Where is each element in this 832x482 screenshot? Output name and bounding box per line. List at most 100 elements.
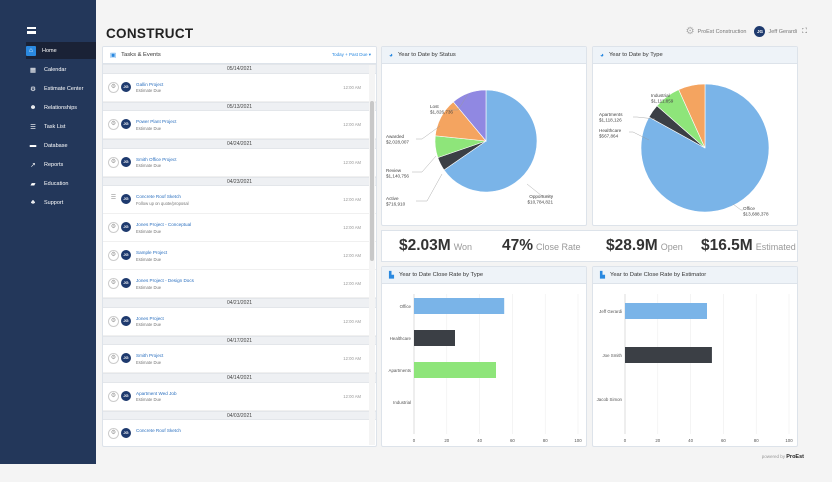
x-tick-label: 40 [477,438,482,443]
task-name-link[interactable]: Gallin Project [136,81,164,87]
tasks-panel-title: Tasks & Events [121,52,161,58]
pie-slice-office[interactable] [640,83,770,213]
task-row[interactable]: ⚙ JG Smith Office Project Estimate Due 12:00… [103,149,376,177]
pie-value-label-healthcare: $567,864 [599,134,619,139]
sidebar-item-support[interactable]: ♣ Support [26,194,96,211]
tasks-scrollbar[interactable] [369,65,375,445]
fullscreen-icon[interactable]: ⛶ [802,27,807,35]
pie-value-label-opportunity: $10,784,821 [527,200,553,205]
kpi-estimated-label: Estimated [755,242,796,252]
sidebar-item-database[interactable]: ▬ Database [26,137,96,154]
footer-powered-by: powered by ProEst [762,454,804,460]
x-tick-label: 100 [785,438,793,443]
task-row[interactable]: ⚙ JG Power Plant Project Estimate Due 12:00 … [103,111,376,139]
sidebar-item-label: Education [44,180,69,187]
sidebar-item-label: Relationships [44,104,78,111]
task-name-link[interactable]: Jones Project - Conceptual [136,222,192,227]
pie-label-line-apartments [633,116,656,120]
pie-label-lost: Lost [430,104,439,109]
list-icon: ☰ [30,123,36,131]
kpi-close-rate: 47% Close Rate [502,237,581,255]
company-name[interactable]: ProEst Construction [697,28,747,35]
sidebar-item-estimate-center[interactable]: ⚙ Estimate Center [26,80,96,97]
bar-healthcare[interactable] [414,330,455,346]
task-name-link[interactable]: Concrete Roof Sketch [136,194,181,199]
task-name-link[interactable]: Smith Office Project [136,156,177,162]
sidebar-item-education[interactable]: ▰ Education [26,175,96,192]
task-row[interactable]: ⚙ JG Gallin Project Estimate Due 12:00 AM [103,74,376,102]
task-time: 12:00 AM [343,253,361,258]
category-label-joe-smith: Joe Smith [602,353,622,358]
sidebar-item-home[interactable]: ⌂ Home [26,42,96,59]
bar-joe-smith[interactable] [625,347,712,363]
menu-icon[interactable] [27,27,36,34]
task-time: 12:00 AM [343,197,361,202]
task-row[interactable]: ⚙ JG Jones Project - Conceptual Estimate Du… [103,214,376,242]
tasks-filter-label: Today + Past Due [331,52,368,57]
sidebar-item-calendar[interactable]: ▦ Calendar [26,61,96,78]
task-row[interactable]: ⚙ JG Jones Project Estimate Due 12:00 AM [103,308,376,336]
task-row[interactable]: ⚙ JG Smith Project Estimate Due 12:00 AM [103,345,376,373]
sidebar-item-reports[interactable]: ↗ Reports [26,156,96,173]
kpi-won-label: Won [453,242,473,252]
task-row[interactable]: ⚙ JG Concrete Roof Sketch [103,420,376,446]
task-avatar: JG [121,353,131,363]
task-time: 12:00 AM [343,84,361,90]
task-time: 12:00 AM [343,159,361,165]
user-avatar[interactable]: JG [754,26,766,37]
sidebar-item-label: Support [44,199,64,206]
task-name-link[interactable]: Sample Project [136,250,168,255]
task-name-link[interactable]: Concrete Roof Sketch [136,428,181,433]
sidebar-item-label: Task List [44,123,66,130]
type-chart-header: ◕ Year to Date by Type [593,47,797,64]
x-tick-label: 20 [444,438,449,443]
task-name-link[interactable]: Jones Project - Design Docs [136,278,194,283]
task-row[interactable]: ⚙ JG Jones Project - Design Docs Estimate D… [103,270,376,298]
pie-slice-opportunity[interactable] [443,89,538,193]
pie-value-label-active: $716,910 [386,202,406,207]
estimate-gear-icon: ⚙ [108,278,119,289]
task-subtitle: Estimate Due [136,125,162,131]
estimate-gear-icon: ⚙ [108,250,119,261]
task-time: 12:00 AM [343,122,361,127]
calendar-check-icon: ▣ [110,52,117,59]
task-name-link[interactable]: Jones Project [136,315,164,321]
pie-slice-industrial[interactable] [678,83,706,149]
close-rate-type-title: Year to Date Close Rate by Type [399,272,484,278]
date-separator: 04/14/2021 [103,373,376,383]
kpi-open-label: Open [660,242,683,252]
sidebar-item-relationships[interactable]: ☻ Relationships [26,99,96,116]
bar-chart-icon: ▙ [389,272,394,279]
user-name[interactable]: Jeff Gerardi [768,28,798,35]
date-separator: 04/03/2021 [103,410,376,420]
tasks-filter-dropdown[interactable]: Today + Past Due ▾ [331,52,371,57]
tasks-scrollbar-thumb[interactable] [370,101,374,261]
task-avatar: JG [121,390,131,401]
company-gear-icon[interactable]: ⚙ [685,26,695,37]
support-icon: ♣ [30,199,36,206]
pie-slice-lost[interactable] [452,89,487,142]
close-rate-estimator-panel: ▙ Year to Date Close Rate by Estimator 0 2… [592,266,798,451]
sidebar-item-task-list[interactable]: ☰ Task List [26,118,96,135]
kpi-won: $2.03M Won [399,237,472,255]
task-avatar: JG [121,428,131,438]
gear-icon: ⚙ [30,85,36,93]
bar-office[interactable] [414,298,505,314]
task-row[interactable]: ⚙ JG Apartment Wed Job Estimate Due 12:00 AM [103,383,376,411]
pie-value-label-industrial: $1,111,859 [651,99,674,104]
category-label-healthcare: Healthcare [390,336,412,341]
task-subtitle: Estimate Due [136,228,162,234]
task-name-link[interactable]: Smith Project [136,353,164,358]
task-name-link[interactable]: Power Plant Project [136,119,177,124]
bar-jeff-gerardi[interactable] [625,303,707,319]
pie-label-line-review [412,155,437,173]
sidebar-item-label: Reports [44,161,64,168]
task-name-link[interactable]: Apartment Wed Job [136,390,177,396]
task-row[interactable]: ⚙ JG Sample Project Estimate Due 12:00 AM [103,242,376,270]
home-icon: ⌂ [26,45,36,56]
close-rate-type-panel: ▙ Year to Date Close Rate by Type 0 20 40 60… [381,266,587,451]
bar-apartments[interactable] [414,362,496,378]
task-row[interactable]: ☰ JG Concrete Roof Sketch Follow up on quot… [103,186,376,214]
app-logo[interactable]: CONSTRUCT [106,26,194,41]
estimate-gear-icon: ⚙ [108,353,119,364]
